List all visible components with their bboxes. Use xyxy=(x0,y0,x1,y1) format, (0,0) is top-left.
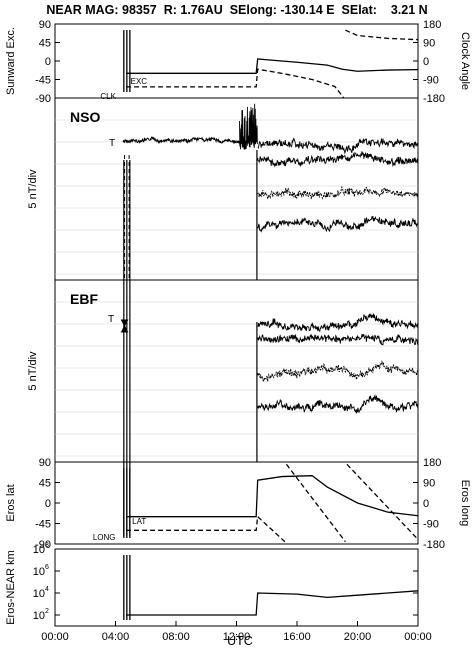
y-tick-label-right: -90 xyxy=(423,519,439,531)
y-tick-label-right: -180 xyxy=(423,93,445,105)
y-tick-label: -45 xyxy=(35,519,51,531)
x-tick-label: 08:00 xyxy=(162,631,190,643)
annotation-lat: LAT xyxy=(132,517,146,526)
y-tick-exponent: 2 xyxy=(45,608,49,615)
annotation-t: T xyxy=(108,314,114,325)
y-tick-label-right: 90 xyxy=(423,478,435,490)
series-lat xyxy=(126,475,419,518)
series-ebf-2 xyxy=(257,333,419,346)
y-tick-label-right: 0 xyxy=(423,56,429,68)
y-tick-label: 10 xyxy=(33,610,45,622)
y-axis-label-right: Clock Angle xyxy=(459,32,471,90)
series-long xyxy=(126,463,419,543)
y-tick-label: 0 xyxy=(45,56,51,68)
x-tick-label: 16:00 xyxy=(283,631,311,643)
y-tick-label: 10 xyxy=(33,588,45,600)
annotation-t: T xyxy=(109,138,115,149)
y-tick-label: 10 xyxy=(33,544,45,556)
y-tick-label: -90 xyxy=(35,539,51,551)
y-tick-label-right: -90 xyxy=(423,75,439,87)
y-tick-label-right: 0 xyxy=(423,498,429,510)
series-ebf-4 xyxy=(257,394,419,414)
x-tick-label: 00:00 xyxy=(404,631,432,643)
y-tick-exponent: 6 xyxy=(45,564,49,571)
panel-frame-eros xyxy=(54,461,419,545)
series-nso-4 xyxy=(257,215,419,233)
annotation-exc: EXC xyxy=(131,77,148,86)
panel-frame-NSO xyxy=(54,97,419,281)
y-tick-label: 10 xyxy=(33,566,45,578)
y-axis-label-right: Eros long xyxy=(459,480,471,526)
series-distance xyxy=(126,590,419,616)
x-tick-label: 00:00 xyxy=(41,631,69,643)
series-clk xyxy=(126,29,419,99)
y-tick-label: 90 xyxy=(39,19,51,31)
y-tick-label: -45 xyxy=(35,75,51,87)
y-tick-label-right: -180 xyxy=(423,539,445,551)
chart-title: NEAR MAG: 98357 R: 1.76AU SElong: -130.1… xyxy=(46,3,428,17)
series-nso-1 xyxy=(257,137,419,155)
y-tick-label: 45 xyxy=(39,38,51,50)
series-nso-2 xyxy=(257,151,419,168)
y-tick-label-right: 90 xyxy=(423,38,435,50)
series-exc xyxy=(126,58,419,74)
series-nso-3 xyxy=(257,185,419,201)
y-axis-label: Eros-NEAR km xyxy=(5,550,17,625)
y-tick-label: -90 xyxy=(35,93,51,105)
panel-title-ebf: EBF xyxy=(70,291,98,307)
y-axis-label-ebf: 5 nT/div xyxy=(27,351,39,391)
x-tick-label: 20:00 xyxy=(344,631,372,643)
marker-t-ebf xyxy=(120,319,129,333)
annotation-clk: CLK xyxy=(100,92,116,101)
y-axis-label-nso: 5 nT/div xyxy=(27,169,39,209)
y-tick-label: 45 xyxy=(39,478,51,490)
x-axis-label: UTC xyxy=(227,634,253,648)
series-nso-early xyxy=(122,136,245,145)
panel-frame-sunward xyxy=(54,23,419,99)
y-tick-exponent: 4 xyxy=(45,586,49,593)
x-tick-label: 12:00 xyxy=(223,631,251,643)
x-tick-label: 04:00 xyxy=(102,631,130,643)
y-tick-label-right: 180 xyxy=(423,457,441,469)
panel-frame-EBF xyxy=(54,279,419,463)
series-nso-burst xyxy=(239,103,258,150)
y-tick-label-right: 180 xyxy=(423,19,441,31)
panel-title-nso: NSO xyxy=(70,109,100,125)
y-axis-label: Eros lat xyxy=(5,484,17,521)
y-axis-label: Sunward Exc. xyxy=(5,27,17,95)
series-ebf-3 xyxy=(257,359,419,383)
annotation-long: LONG xyxy=(93,533,116,542)
y-tick-label: 0 xyxy=(45,498,51,510)
series-ebf-1 xyxy=(257,313,419,333)
y-tick-label: 90 xyxy=(39,457,51,469)
y-tick-exponent: 8 xyxy=(45,542,49,549)
